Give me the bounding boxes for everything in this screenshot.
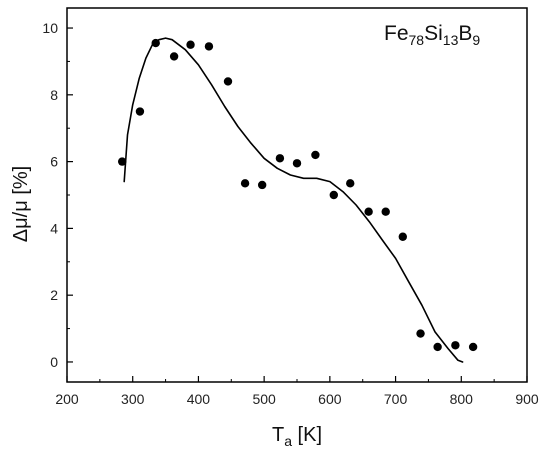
- data-point: [169, 52, 179, 61]
- data-point: [135, 107, 145, 116]
- data-point: [240, 179, 250, 188]
- data-point: [346, 179, 355, 188]
- data-point: [118, 157, 127, 166]
- x-axis-title-sub: a: [284, 433, 292, 449]
- axis-ticks: [66, 27, 528, 382]
- data-point: [433, 342, 442, 352]
- data-point: [311, 150, 320, 160]
- y-tick-label: 0: [50, 354, 58, 370]
- x-tick-label: 600: [318, 391, 342, 407]
- x-axis-title-main: T: [272, 424, 284, 446]
- y-tick-label: 6: [50, 154, 58, 170]
- x-axis-title-unit: [K]: [292, 424, 322, 446]
- data-point: [451, 341, 460, 350]
- data-point: [292, 159, 302, 168]
- annotation-subscript: 9: [472, 32, 480, 48]
- y-axis-title: Δμ/μ [%]: [10, 166, 32, 242]
- data-point: [364, 207, 373, 216]
- x-tick-label: 500: [252, 391, 276, 407]
- data-point: [223, 77, 233, 86]
- x-tick-label: 300: [121, 391, 145, 407]
- data-point: [468, 342, 478, 352]
- annotation-element: Si: [424, 22, 443, 45]
- data-point: [416, 329, 425, 338]
- annotation-subscript: 13: [443, 32, 459, 48]
- y-tick-label: 2: [50, 287, 58, 303]
- x-axis-title: Ta [K]: [272, 424, 322, 449]
- data-point: [398, 232, 407, 241]
- plot-frame: [66, 7, 528, 383]
- annotation-subscript: 78: [409, 32, 425, 48]
- x-tick-label: 900: [515, 391, 539, 407]
- composition-annotation: Fe78Si13B9: [384, 22, 480, 48]
- data-point: [275, 154, 285, 163]
- x-tick-label: 200: [55, 391, 79, 407]
- annotation-element: B: [458, 22, 472, 45]
- y-tick-label: 8: [50, 87, 58, 103]
- tick-labels: 200 300 400 500 600 700 800 900 0 2 4 6 8 10: [42, 20, 538, 407]
- x-tick-label: 800: [450, 391, 474, 407]
- x-tick-label: 700: [384, 391, 408, 407]
- fit-curve: [123, 37, 464, 363]
- data-point: [257, 180, 267, 190]
- data-point: [186, 40, 195, 49]
- plot-marks: [118, 37, 478, 363]
- x-tick-label: 400: [187, 391, 211, 407]
- annotation-element: Fe: [384, 22, 409, 45]
- data-point: [204, 42, 214, 51]
- y-tick-label: 10: [42, 20, 58, 36]
- data-point: [151, 38, 160, 48]
- y-tick-label: 4: [50, 220, 58, 236]
- data-point: [329, 190, 338, 200]
- data-point: [381, 207, 390, 216]
